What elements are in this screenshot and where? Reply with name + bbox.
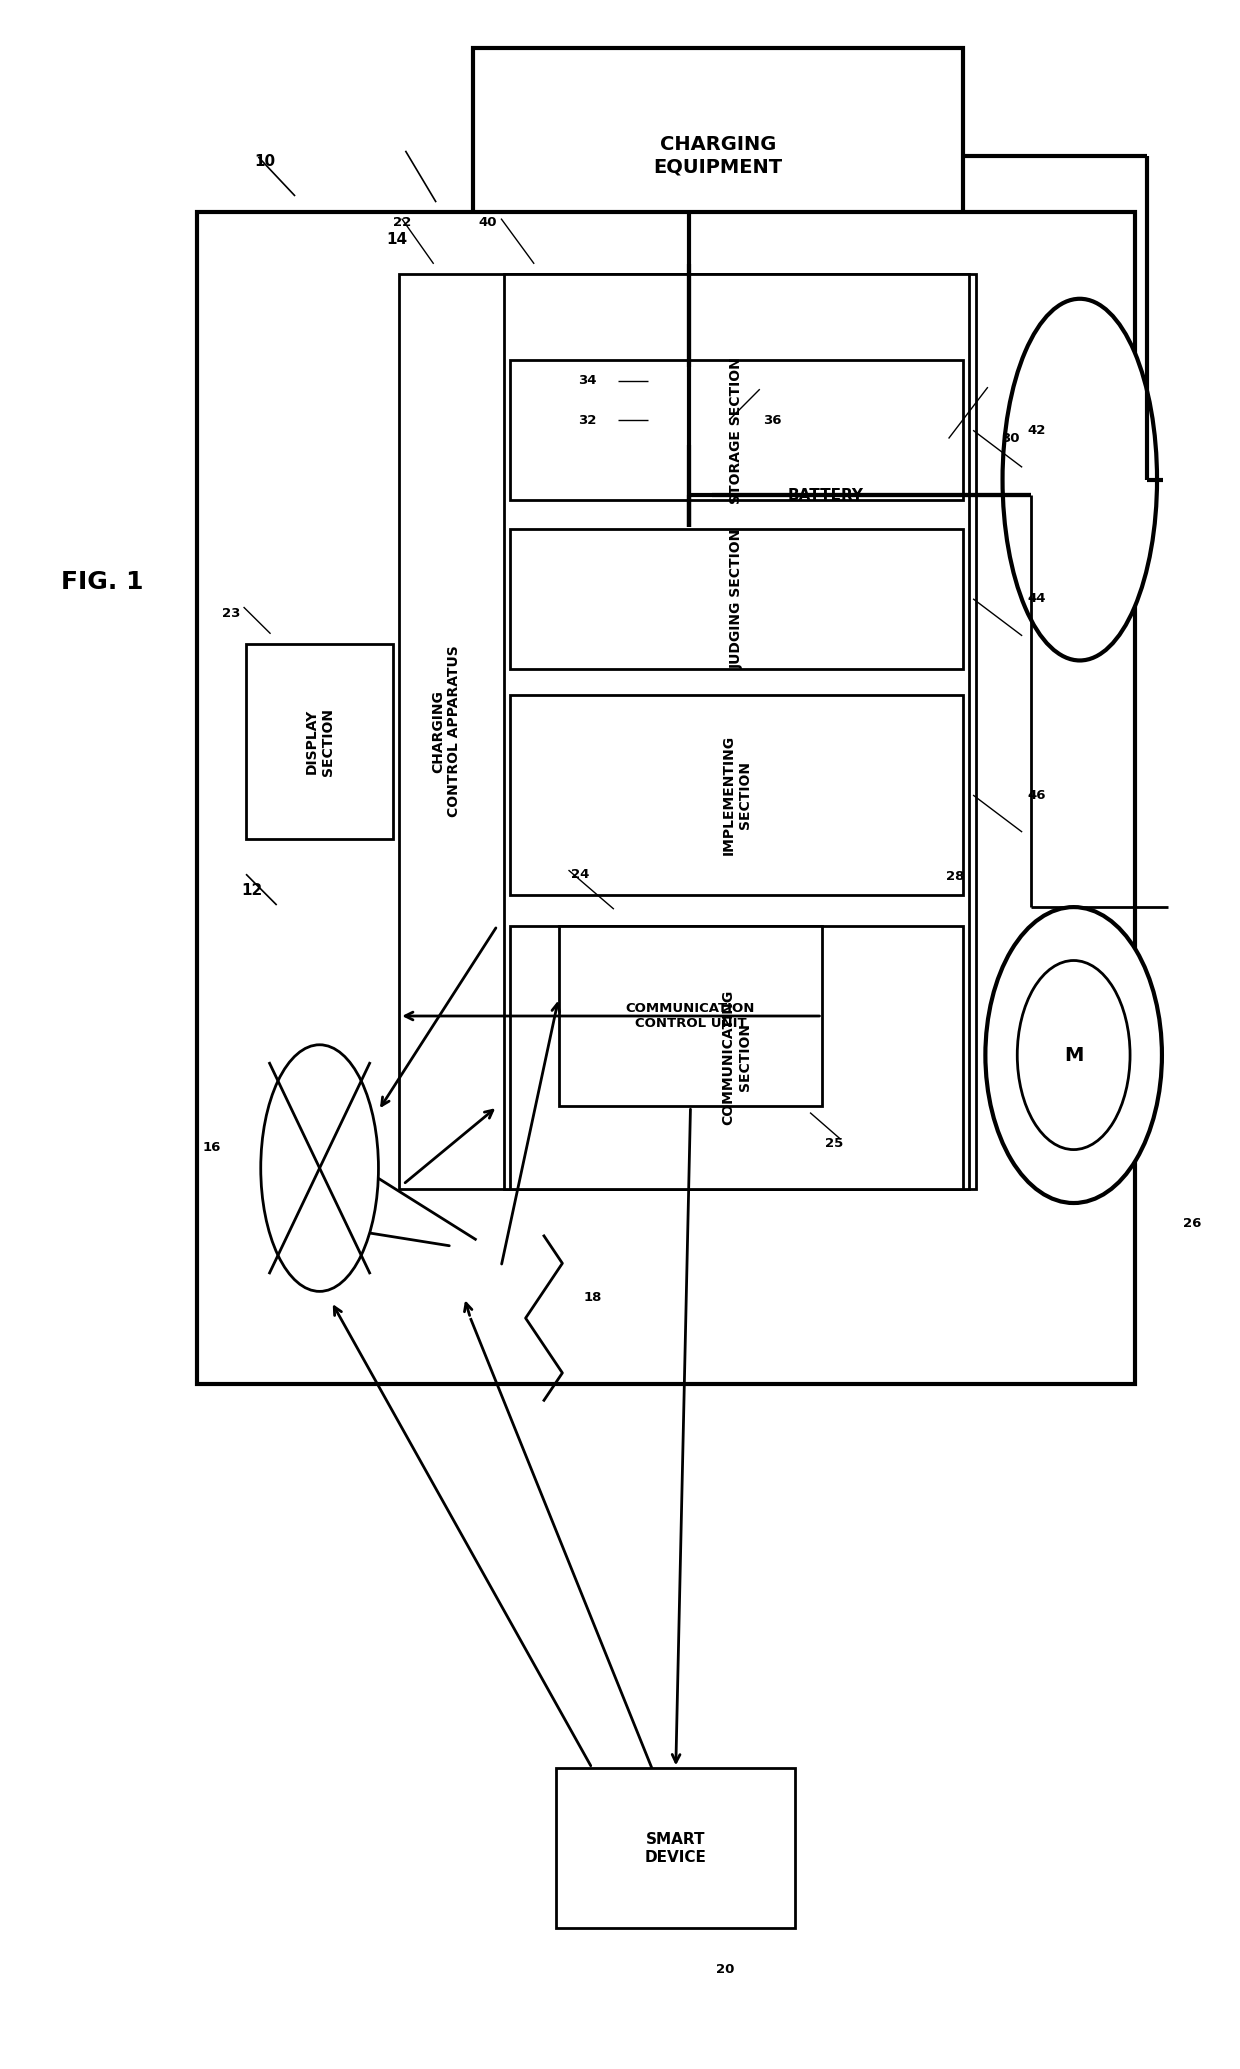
Text: 18: 18 xyxy=(584,1291,603,1303)
Bar xyxy=(510,530,963,668)
Bar xyxy=(510,360,963,501)
Text: 40: 40 xyxy=(479,217,497,230)
Bar xyxy=(472,48,963,265)
Text: 42: 42 xyxy=(1028,424,1047,437)
Text: 10: 10 xyxy=(254,153,275,168)
Text: CHARGING
EQUIPMENT: CHARGING EQUIPMENT xyxy=(653,134,782,176)
Text: 26: 26 xyxy=(1183,1217,1202,1231)
Text: FIG. 1: FIG. 1 xyxy=(61,571,144,594)
Bar xyxy=(510,925,963,1188)
Bar xyxy=(399,273,976,1188)
Bar xyxy=(667,395,711,445)
Text: IMPLEMENTING
SECTION: IMPLEMENTING SECTION xyxy=(722,734,751,854)
Text: COMMUNICATING
SECTION: COMMUNICATING SECTION xyxy=(722,989,751,1126)
Text: 20: 20 xyxy=(715,1963,734,1976)
Text: 30: 30 xyxy=(1001,432,1019,445)
Text: 24: 24 xyxy=(570,867,589,881)
Text: BATTERY: BATTERY xyxy=(787,488,863,503)
Text: M: M xyxy=(1064,1045,1084,1066)
Bar xyxy=(557,1769,795,1928)
Bar xyxy=(559,925,822,1107)
Text: 28: 28 xyxy=(946,869,963,883)
Bar xyxy=(197,213,1135,1384)
Text: 32: 32 xyxy=(578,414,596,426)
Text: CHARGING
CONTROL APPARATUS: CHARGING CONTROL APPARATUS xyxy=(430,646,461,817)
Bar xyxy=(246,643,393,840)
Text: 12: 12 xyxy=(242,883,263,898)
Bar xyxy=(655,366,723,395)
Bar xyxy=(510,695,963,894)
Text: JUDGING SECTION: JUDGING SECTION xyxy=(729,530,744,668)
Text: DISPLAY
SECTION: DISPLAY SECTION xyxy=(305,708,335,776)
Ellipse shape xyxy=(1003,298,1157,660)
Text: 22: 22 xyxy=(393,217,412,230)
Text: STORAGE SECTION: STORAGE SECTION xyxy=(729,358,744,503)
Bar xyxy=(503,273,970,1188)
Circle shape xyxy=(986,906,1162,1202)
Text: SMART
DEVICE: SMART DEVICE xyxy=(645,1833,707,1864)
Text: 36: 36 xyxy=(763,414,781,426)
Text: 34: 34 xyxy=(578,374,596,387)
Ellipse shape xyxy=(260,1045,378,1291)
Text: 23: 23 xyxy=(222,606,239,621)
Circle shape xyxy=(1017,960,1130,1150)
Text: 46: 46 xyxy=(1028,788,1047,801)
Text: COMMUNICATION
CONTROL UNIT: COMMUNICATION CONTROL UNIT xyxy=(626,1001,755,1030)
Text: 25: 25 xyxy=(826,1138,843,1150)
Text: 44: 44 xyxy=(1028,592,1047,606)
Text: 16: 16 xyxy=(202,1140,221,1155)
Text: 14: 14 xyxy=(387,232,408,246)
Bar xyxy=(712,428,939,563)
